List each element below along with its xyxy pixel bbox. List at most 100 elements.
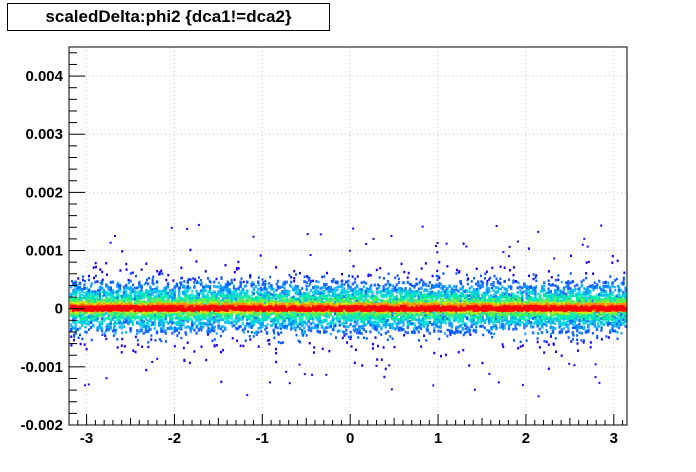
density-point [595,328,599,332]
density-point [525,297,528,301]
density-point [74,331,77,335]
density-point [543,288,546,292]
density-point [189,330,192,334]
density-point [261,322,264,326]
density-point [576,287,579,291]
density-point [334,300,337,304]
density-point [129,329,132,333]
density-point [481,280,484,284]
density-point [420,278,423,282]
density-point [525,289,528,292]
density-point [576,334,579,337]
density-point [116,291,119,295]
density-point [307,320,310,324]
density-point [325,330,328,334]
density-point [574,293,577,296]
density-point [444,293,447,297]
density-point [182,292,185,296]
density-point [417,295,420,299]
density-point [407,271,410,275]
density-point [255,333,258,336]
density-point [239,324,242,328]
density-point [283,325,286,329]
density-point [472,288,475,291]
density-point [433,322,436,326]
density-point [293,279,296,283]
density-point [516,322,519,326]
density-point [175,327,178,330]
density-point [585,293,588,297]
density-point [404,287,407,291]
density-point [288,293,291,296]
density-point [220,325,223,328]
plot-frame [69,47,627,425]
density-point [391,322,394,326]
density-point [163,286,166,290]
density-point [323,330,326,334]
density-point [275,266,278,269]
density-point [109,295,112,299]
density-point [325,287,328,291]
density-point [318,291,321,295]
density-point [455,327,458,330]
density-point [316,329,319,333]
density-point [546,330,549,334]
density-point [532,331,535,335]
density-point [228,287,231,291]
density-point [116,285,119,289]
density-point [125,268,128,271]
density-point [147,319,150,323]
density-point [538,327,541,331]
density-point [402,323,405,327]
density-point [285,298,288,301]
density-point [147,294,150,298]
density-point [272,330,275,334]
density-point [208,330,211,334]
density-point [331,292,335,296]
density-point [477,280,480,284]
density-point [565,281,568,285]
density-point [536,319,539,323]
density-point [467,277,470,280]
density-point [131,321,134,325]
density-point [89,284,93,288]
density-point [428,331,431,335]
density-point [186,325,189,329]
density-point [551,283,555,287]
density-point [273,291,276,294]
density-point [411,290,414,294]
density-point [376,358,379,361]
density-point [554,326,557,330]
density-point [349,285,352,289]
density-point [233,270,236,274]
density-point [424,313,427,317]
density-point [470,285,473,289]
density-point [510,292,513,295]
density-point [519,292,522,296]
density-point [365,287,368,290]
density-point [332,277,335,281]
density-point [615,324,618,328]
density-point [577,349,580,352]
density-point [252,291,255,295]
density-point [303,280,306,284]
density-point [472,294,475,298]
density-point [510,293,513,297]
density-point [378,284,381,288]
density-point [369,330,372,334]
density-point [312,321,315,325]
density-point [191,321,194,325]
density-point [268,282,271,285]
density-point [111,329,115,333]
density-point [348,274,351,278]
density-point [496,286,500,290]
density-point [554,322,557,325]
density-point [112,326,115,329]
density-point [437,275,440,278]
density-point [439,326,442,329]
density-point [495,277,498,281]
density-point [312,326,315,330]
density-point [98,294,101,298]
density-point [283,292,286,296]
